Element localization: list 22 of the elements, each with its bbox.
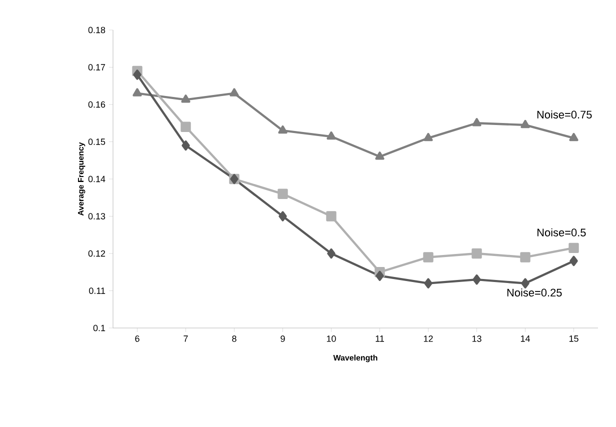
x-tick-label: 7 <box>184 336 188 342</box>
x-tick-label: 9 <box>280 336 285 342</box>
x-tick-label: 12 <box>424 336 433 342</box>
y-tick-label: 0.14 <box>88 176 106 182</box>
y-tick-label: 0.12 <box>88 250 106 257</box>
x-tick-label: 10 <box>326 336 336 342</box>
series-label: Noise=0.75 <box>537 110 592 119</box>
y-tick-label: 0.13 <box>88 213 106 220</box>
x-tick-label: 14 <box>520 336 530 342</box>
x-tick-label: 6 <box>135 336 140 342</box>
y-tick-label: 0.11 <box>89 288 106 294</box>
series-label: Noise=0.25 <box>507 288 562 297</box>
series-label: Noise=0.5 <box>537 228 586 236</box>
x-tick-label: 15 <box>569 336 578 342</box>
x-tick-label: 11 <box>376 336 384 342</box>
y-tick-label: 0.18 <box>88 26 106 34</box>
y-tick-label: 0.16 <box>88 101 106 108</box>
y-tick-label: 0.17 <box>88 64 106 70</box>
y-tick-label: 0.15 <box>88 138 106 145</box>
x-tick-label: 13 <box>472 336 482 342</box>
x-tick-label: 8 <box>232 336 236 342</box>
y-tick-label: 0.1 <box>93 324 106 332</box>
